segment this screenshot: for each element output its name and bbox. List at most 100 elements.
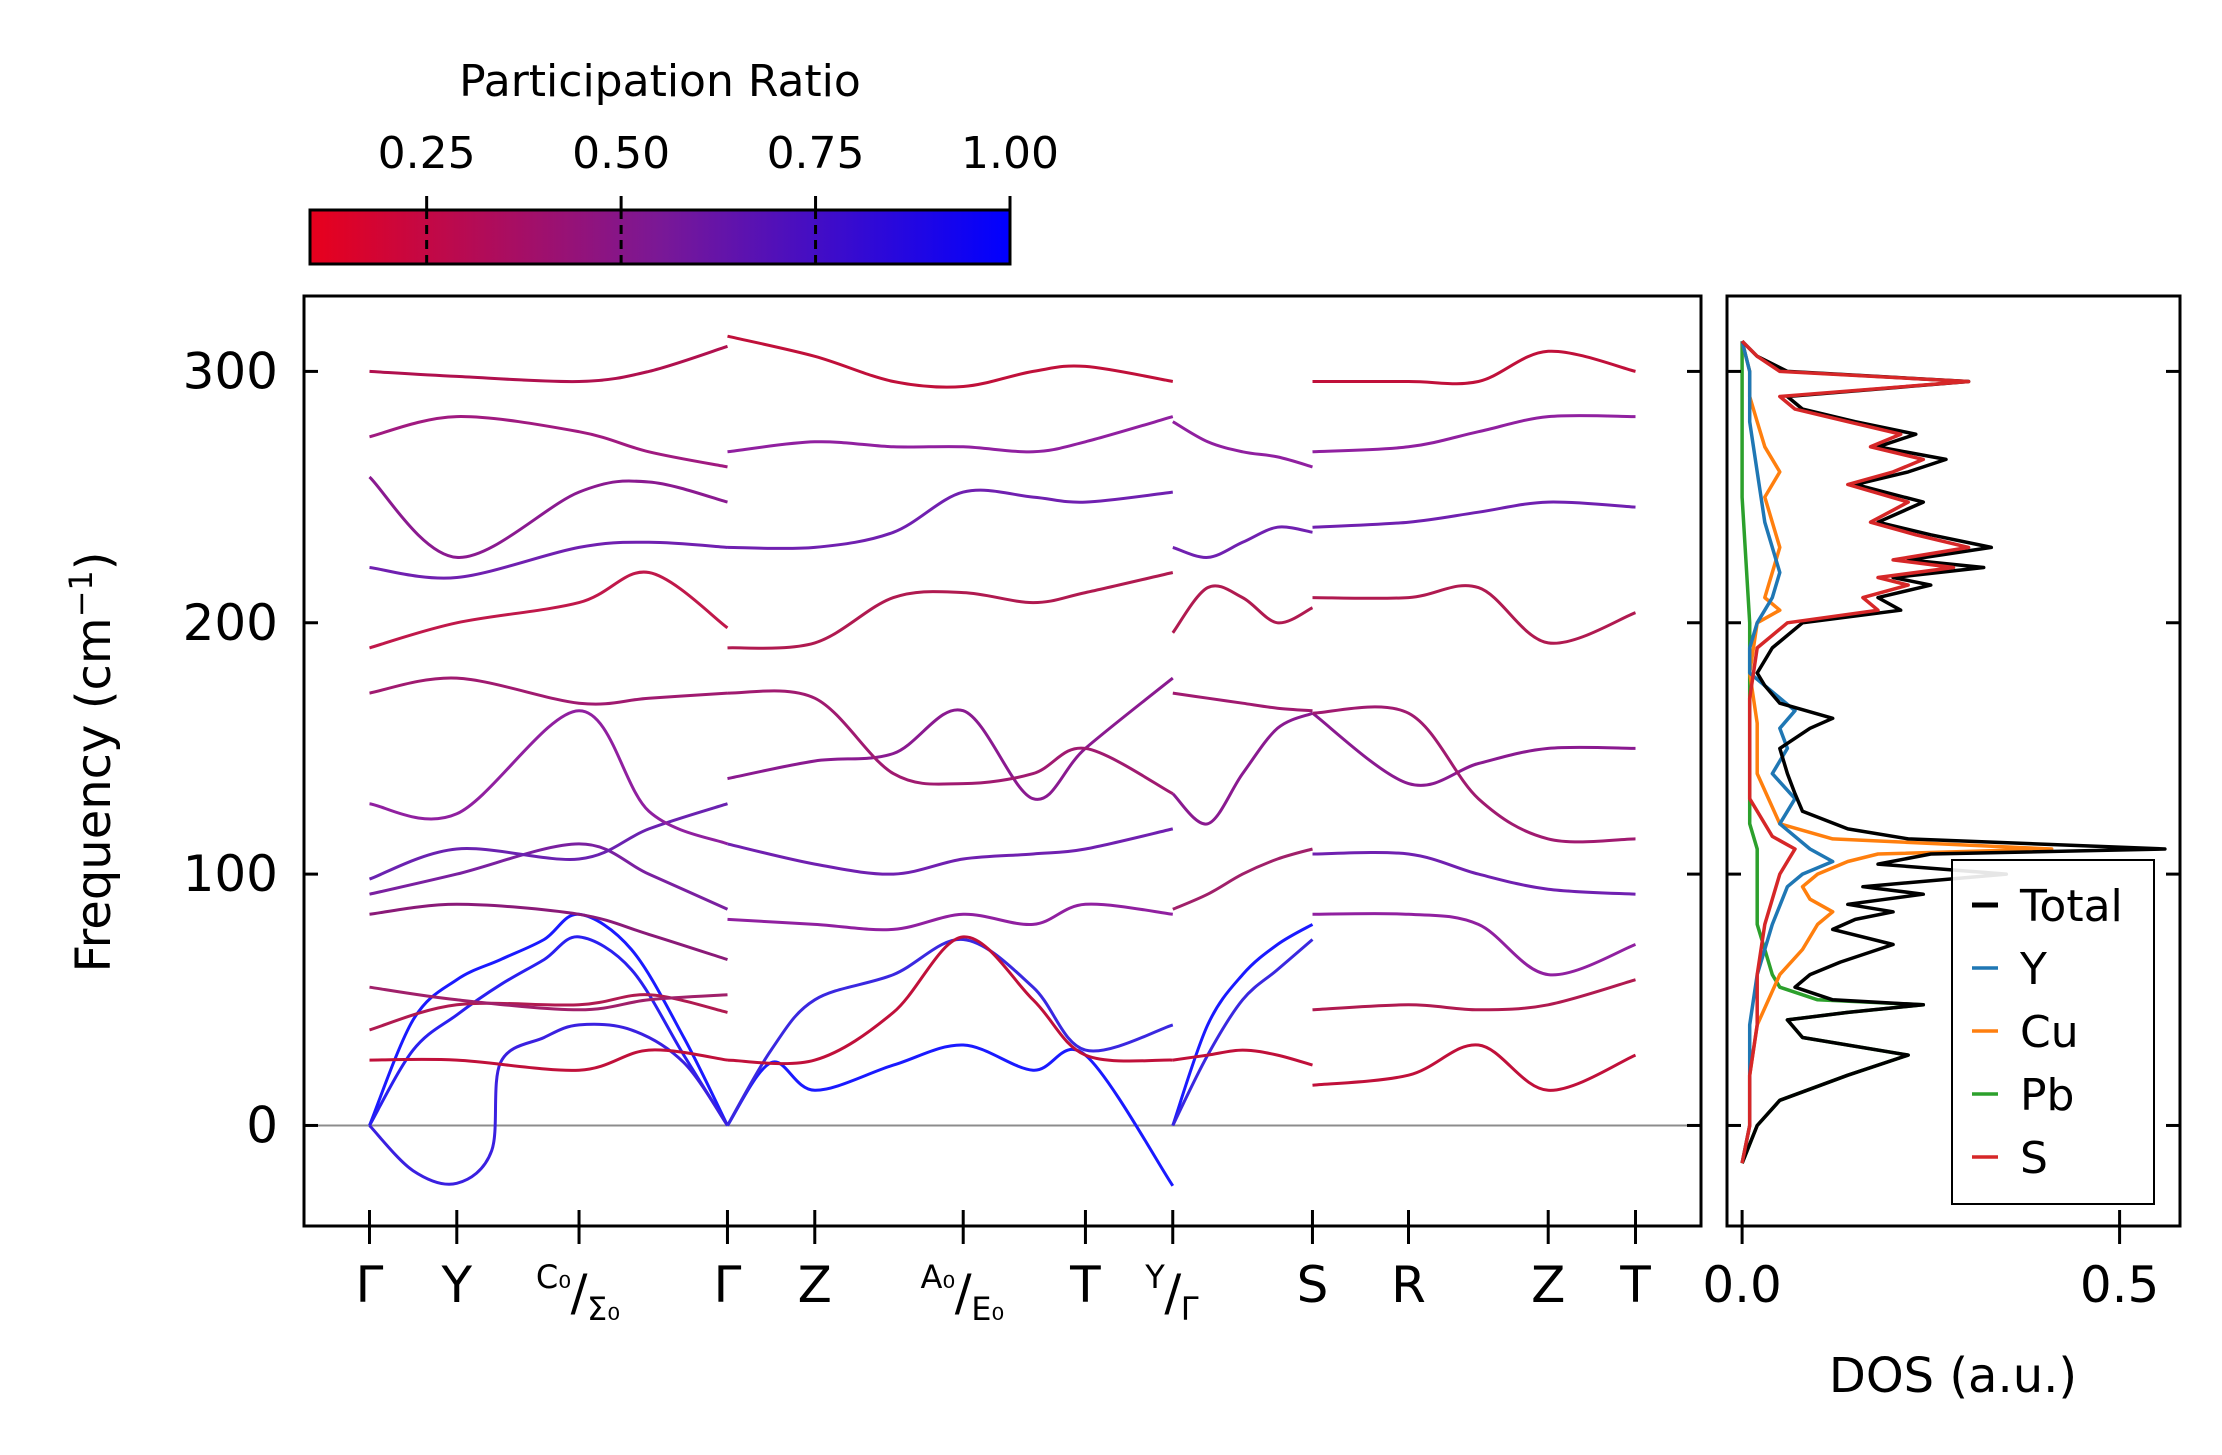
band-b3-8: [1172, 525, 1313, 559]
band-b3-3: [1172, 1048, 1313, 1067]
k-point-slash: /: [955, 1264, 972, 1322]
dos-axis: 0.0 0.5: [1702, 369, 2180, 1314]
dos-curve-s: [1740, 339, 1971, 1164]
band-b3-7: [1171, 584, 1314, 634]
k-point-label-sup: C₀: [536, 1258, 571, 1296]
band-b3-6: [1172, 691, 1313, 713]
k-point-label-sub: Γ: [1181, 1290, 1199, 1328]
band-acoustic-3: [368, 1022, 729, 1186]
band-b4-4: [1312, 851, 1636, 896]
k-point-label: Y: [441, 1256, 473, 1314]
legend-label: Pb: [2020, 1070, 2074, 1121]
colorbar: Participation Ratio 0.25 0.50 0.75 1.00: [308, 56, 1059, 266]
band-b2-2: [726, 937, 1174, 1127]
band-b2-10: [727, 415, 1174, 454]
colorbar-tick-label: 0.75: [767, 128, 865, 179]
y-tick-label: 300: [183, 342, 278, 400]
band-high-1: [369, 570, 729, 650]
band-high-4: [369, 415, 728, 469]
k-point-label: T: [1619, 1256, 1651, 1314]
k-point-label: Z: [1531, 1256, 1565, 1314]
legend-label: Y: [2019, 944, 2047, 995]
band-b2-4: [727, 902, 1173, 932]
dos-curve-pb: [1740, 341, 1926, 1164]
band-high-3: [368, 475, 728, 559]
k-point-label: S: [1297, 1256, 1329, 1314]
band-b3-5: [1171, 711, 1314, 826]
band-acoustic-1: [368, 912, 729, 1127]
y-tick-label: 100: [183, 845, 278, 903]
band-b4-2: [1312, 978, 1636, 1012]
k-point-label-sub: E₀: [971, 1290, 1004, 1328]
dos-x-tick-label: 0.0: [1702, 1256, 1782, 1314]
band-b3-1: [1171, 923, 1314, 1126]
k-point-label: T: [1069, 1256, 1101, 1314]
k-point-label: Z: [798, 1256, 832, 1314]
k-point-label-sup: A₀: [920, 1258, 955, 1296]
dos-curve-total: [1740, 339, 2167, 1164]
k-point-label-split: A₀ / E₀: [920, 1258, 1004, 1328]
band-mid-3: [368, 802, 728, 881]
k-point-slash: /: [571, 1264, 588, 1322]
band-b2-9: [727, 488, 1173, 551]
band-b4-10: [1312, 349, 1636, 386]
colorbar-tick-label: 1.00: [961, 128, 1059, 179]
dos-panel: 0.0 0.5 DOS (a.u.) Total Y Cu Pb S: [1702, 294, 2182, 1404]
band-b2-3: [727, 935, 1173, 1066]
colorbar-gradient: [308, 208, 1012, 266]
k-point-label: Γ: [356, 1256, 384, 1314]
band-mid-4: [369, 709, 729, 846]
colorbar-title: Participation Ratio: [459, 56, 861, 107]
band-high-2: [369, 540, 728, 580]
band-acoustic-2: [368, 935, 729, 1127]
band-low-optic-3: [369, 985, 728, 1012]
band-b4-6: [1312, 705, 1636, 844]
band-b3-4: [1172, 847, 1313, 911]
band-frame: [302, 294, 1703, 1228]
k-point-label: R: [1391, 1256, 1426, 1314]
band-b4-9: [1312, 413, 1636, 454]
band-low-optic-1: [369, 1048, 728, 1072]
legend-label: S: [2020, 1133, 2048, 1184]
band-high-5: [369, 344, 728, 384]
legend-label: Total: [2019, 881, 2123, 932]
legend-item: Pb: [1972, 1070, 2074, 1121]
band-b4-5: [1311, 711, 1636, 787]
band-b4-1: [1312, 1043, 1637, 1092]
band-b4-8: [1312, 500, 1636, 529]
y-axis-label: Frequency (cm−1): [62, 551, 122, 972]
dos-x-axis-label: DOS (a.u.): [1829, 1348, 2077, 1404]
k-point-slash: /: [1164, 1264, 1181, 1322]
legend-item: S: [1972, 1133, 2048, 1184]
legend-item: Cu: [1972, 1007, 2079, 1058]
band-lines: [304, 334, 1701, 1187]
colorbar-ticks: 0.25 0.50 0.75 1.00: [378, 128, 1059, 210]
band-b3-2: [1171, 938, 1314, 1127]
dos-lines: [1740, 339, 2167, 1164]
legend-item: Y: [1972, 944, 2047, 995]
k-point-label-sup: Y: [1144, 1258, 1165, 1296]
band-b4-7: [1312, 584, 1637, 645]
y-tick-label: 200: [183, 594, 278, 652]
legend-label: Cu: [2020, 1007, 2079, 1058]
y-tick-label: 0: [246, 1096, 278, 1154]
k-point-label: Γ: [714, 1256, 742, 1314]
dos-curve-y: [1740, 340, 1835, 1164]
band-low-optic-2: [369, 993, 728, 1032]
dos-frame: [1725, 294, 2182, 1228]
band-b3-9: [1172, 420, 1313, 469]
colorbar-tick-label: 0.25: [378, 128, 476, 179]
band-b2-11: [727, 334, 1174, 389]
band-mid-2: [369, 842, 729, 911]
band-b2-6: [727, 676, 1174, 801]
band-mid-1: [369, 902, 728, 962]
band-mid-5: [369, 676, 728, 706]
dos-x-tick-label: 0.5: [2080, 1256, 2160, 1314]
band-b2-5: [727, 827, 1174, 876]
legend: Total Y Cu Pb S: [1951, 859, 2155, 1205]
k-point-label-sub: Σ₀: [587, 1290, 620, 1328]
band-b2-7: [727, 689, 1174, 796]
